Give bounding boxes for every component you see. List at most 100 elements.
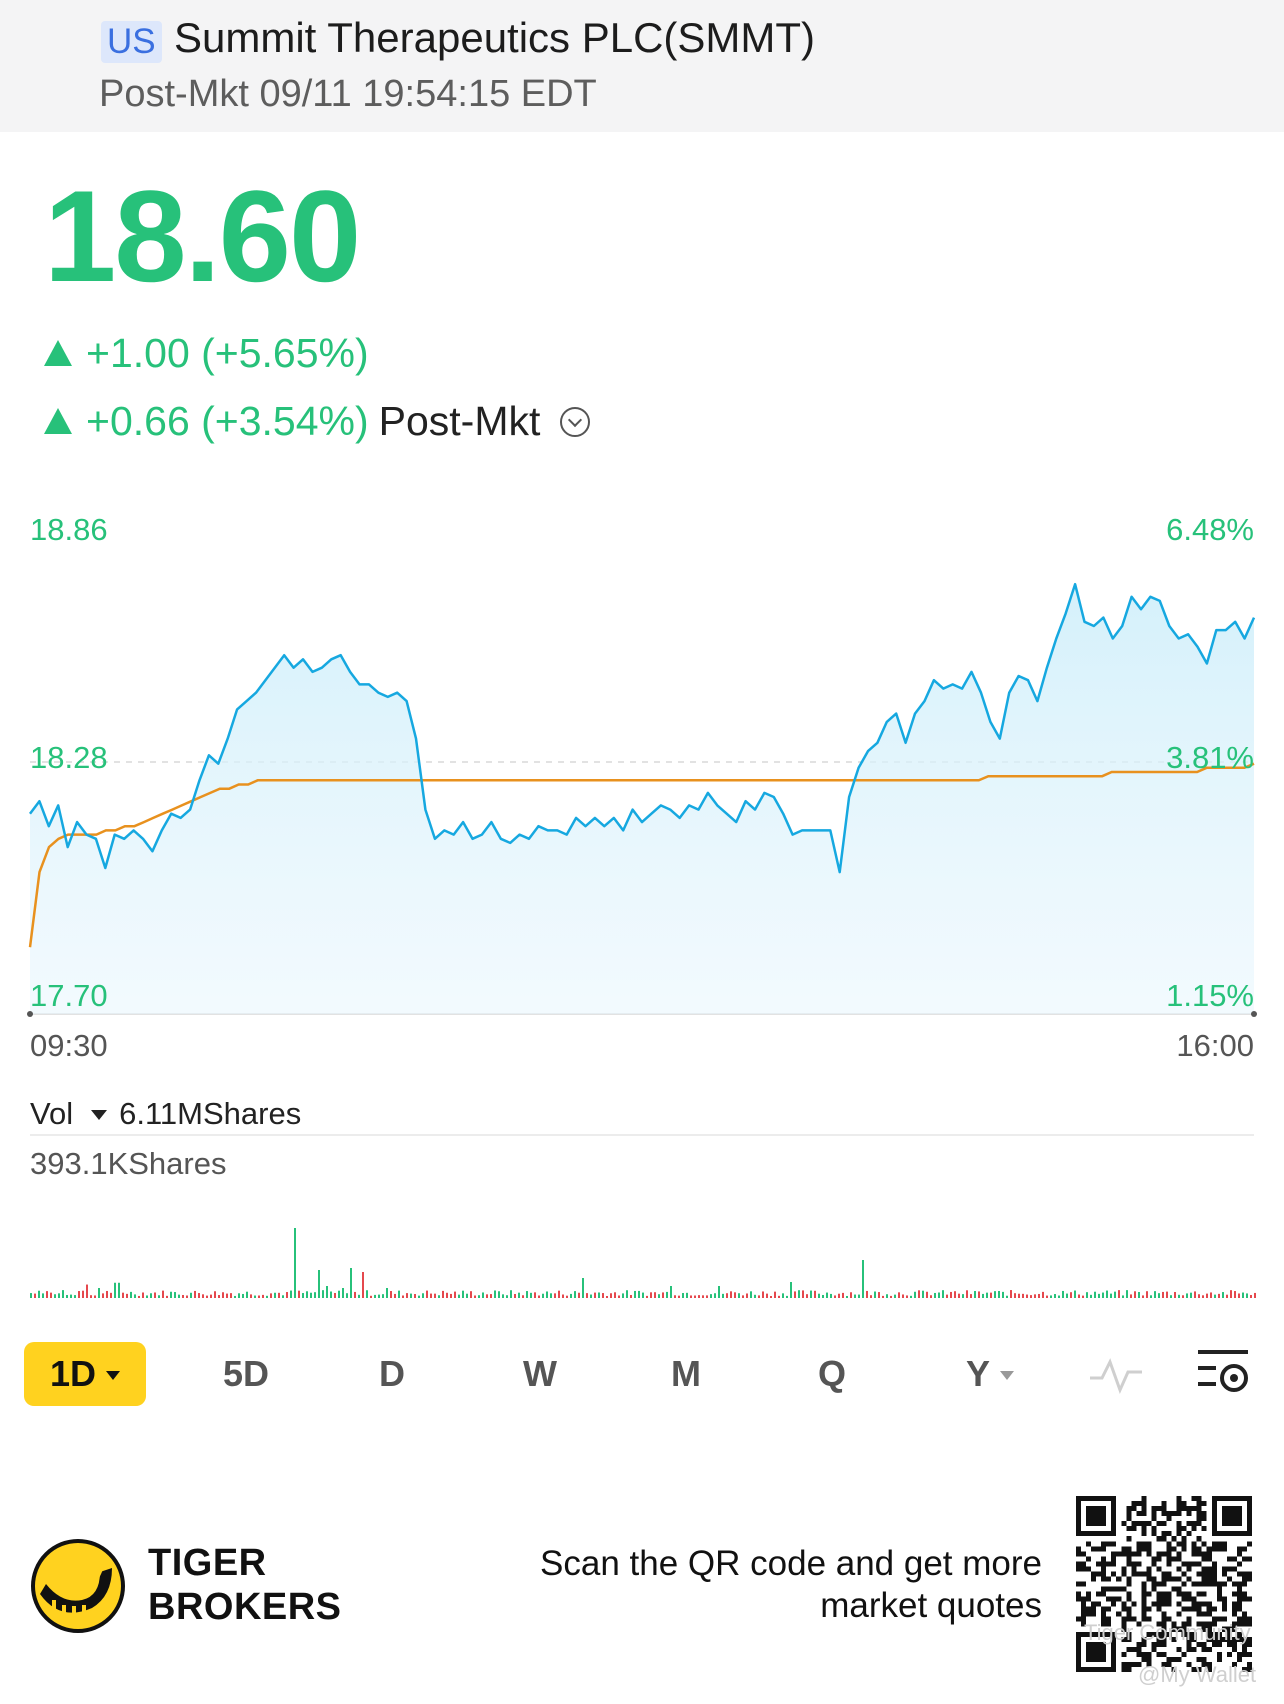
period-selector: 1D 5D D W M Q Y: [0, 1336, 1284, 1416]
volume-bar: [446, 1292, 448, 1298]
volume-bar: [922, 1290, 924, 1298]
market-status: Post-Mkt 09/11 19:54:15 EDT: [99, 73, 597, 115]
post-market-change[interactable]: +0.66 (+3.54%) Post-Mkt: [44, 396, 591, 446]
pct-label-mid: 3.81%: [1166, 740, 1254, 775]
volume-bar: [526, 1291, 528, 1298]
volume-bar: [1022, 1293, 1024, 1298]
watermark-community: Tiger Community: [1084, 1620, 1251, 1645]
volume-bar: [422, 1293, 424, 1298]
volume-bar: [1182, 1295, 1184, 1298]
volume-selector[interactable]: Vol 6.11MShares: [30, 1096, 301, 1132]
volume-bar: [590, 1294, 592, 1298]
volume-bar: [1186, 1293, 1188, 1298]
volume-bar: [914, 1291, 916, 1298]
volume-bar: [762, 1291, 764, 1298]
volume-bar: [282, 1295, 284, 1298]
volume-bar: [1134, 1291, 1136, 1298]
volume-bar: [338, 1290, 340, 1298]
volume-bar: [370, 1295, 372, 1298]
period-m[interactable]: M: [671, 1353, 701, 1394]
volume-bar: [906, 1295, 908, 1298]
volume-bar: [722, 1293, 724, 1298]
volume-bar: [962, 1294, 964, 1298]
intraday-chart[interactable]: [0, 0, 1284, 1040]
volume-bar: [1054, 1294, 1056, 1298]
last-price: 18.60: [44, 163, 361, 309]
volume-bar: [102, 1293, 104, 1298]
volume-bar: [362, 1272, 364, 1298]
volume-bar: [162, 1290, 164, 1298]
qr-code[interactable]: [1076, 1496, 1252, 1672]
volume-bar: [1086, 1292, 1088, 1298]
volume-bar: [1206, 1293, 1208, 1298]
volume-bar: [1018, 1293, 1020, 1298]
volume-bar: [110, 1292, 112, 1298]
period-w[interactable]: W: [523, 1353, 557, 1394]
y-label-high: 18.86: [30, 512, 108, 547]
volume-bar: [58, 1293, 60, 1298]
volume-bar: [494, 1290, 496, 1298]
volume-bar: [314, 1292, 316, 1298]
volume-bar: [1102, 1292, 1104, 1298]
volume-dropdown-icon[interactable]: [91, 1110, 108, 1120]
volume-bar: [866, 1290, 868, 1298]
volume-bar: [970, 1294, 972, 1298]
volume-bar: [1170, 1295, 1172, 1298]
dropdown-icon: [106, 1371, 121, 1380]
volume-bar: [658, 1294, 660, 1298]
volume-bar: [274, 1292, 276, 1298]
volume-bar: [814, 1290, 816, 1298]
volume-bar: [1126, 1290, 1128, 1298]
volume-bar: [798, 1290, 800, 1298]
period-d[interactable]: D: [379, 1353, 405, 1394]
volume-bar: [202, 1294, 204, 1298]
volume-bar: [198, 1293, 200, 1298]
volume-bar: [710, 1294, 712, 1298]
volume-bar: [826, 1292, 828, 1298]
volume-bar: [262, 1294, 264, 1298]
volume-label: Vol: [30, 1096, 74, 1131]
period-5d[interactable]: 5D: [222, 1353, 270, 1394]
volume-bar: [602, 1293, 604, 1298]
volume-bar: [702, 1295, 704, 1298]
volume-bar: [1082, 1295, 1084, 1298]
volume-bar: [1226, 1294, 1228, 1298]
period-y[interactable]: Y: [930, 1342, 1050, 1406]
pct-label-low: 1.15%: [1166, 978, 1254, 1013]
up-arrow-icon: [44, 340, 72, 366]
brand-line-2: BROKERS: [148, 1586, 342, 1628]
volume-bar: [606, 1295, 608, 1298]
volume-bar: [210, 1294, 212, 1298]
volume-bar: [950, 1291, 952, 1298]
volume-bar: [542, 1293, 544, 1298]
period-1d[interactable]: 1D: [24, 1342, 146, 1406]
dropdown-chevron-icon[interactable]: [560, 407, 591, 437]
chart-settings-icon[interactable]: [1196, 1346, 1252, 1400]
volume-bar: [486, 1294, 488, 1298]
volume-bar: [530, 1292, 532, 1298]
volume-bar: [1138, 1292, 1140, 1298]
volume-bar: [674, 1295, 676, 1298]
period-q[interactable]: Q: [817, 1353, 846, 1394]
volume-bar: [634, 1290, 636, 1298]
volume-bar: [1154, 1291, 1156, 1298]
volume-bar: [646, 1295, 648, 1298]
volume-bar: [514, 1293, 516, 1298]
stock-title: Summit Therapeutics PLC(SMMT): [174, 14, 816, 61]
volume-bar: [938, 1292, 940, 1298]
volume-bar: [1202, 1295, 1204, 1298]
up-arrow-icon: [44, 408, 72, 434]
volume-bar: [402, 1295, 404, 1298]
volume-bar: [818, 1293, 820, 1298]
volume-bar: [742, 1295, 744, 1298]
volume-bar: [550, 1293, 552, 1298]
volume-bar: [166, 1295, 168, 1298]
volume-bar: [834, 1295, 836, 1298]
volume-bar: [290, 1290, 292, 1298]
market-badge: US: [101, 21, 162, 63]
volume-bar: [170, 1291, 172, 1298]
volume-bar: [1058, 1295, 1060, 1298]
indicator-icon[interactable]: [1088, 1350, 1144, 1400]
volume-bar: [758, 1295, 760, 1298]
x-label-open: 09:30: [30, 1028, 108, 1063]
